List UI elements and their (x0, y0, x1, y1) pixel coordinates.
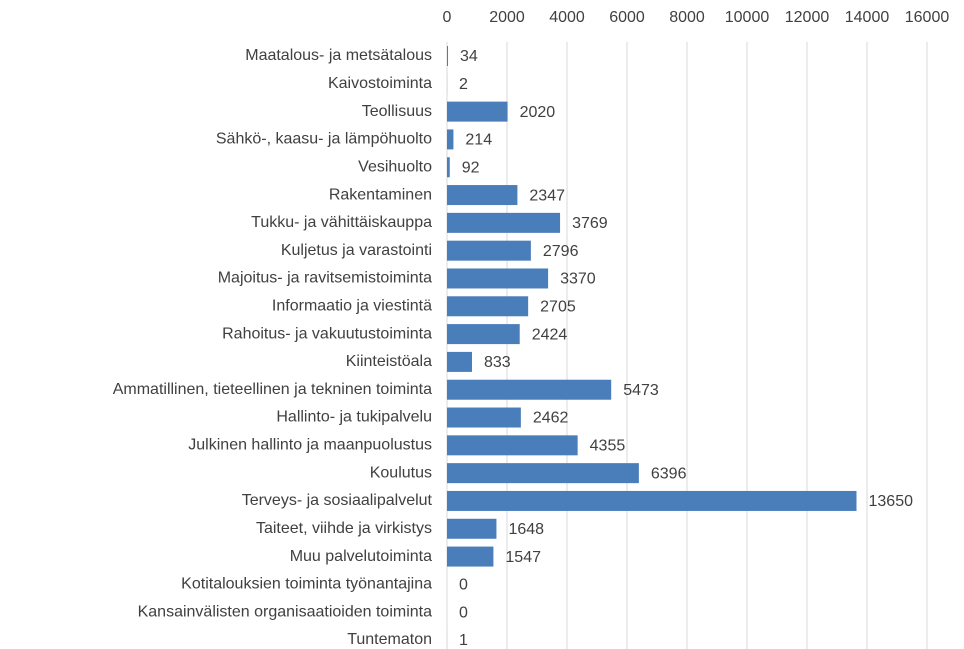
y-tick-label: Informaatio ja viestintä (272, 298, 432, 315)
data-label: 92 (462, 159, 480, 176)
data-label: 214 (465, 132, 492, 149)
data-label: 2424 (532, 326, 568, 343)
bar (447, 129, 454, 150)
bar (447, 407, 521, 428)
y-tick-label: Teollisuus (362, 103, 432, 120)
x-tick-label: 2000 (489, 9, 525, 26)
data-label: 2462 (533, 410, 569, 427)
bar (447, 185, 518, 206)
bar (447, 490, 857, 511)
data-label: 6396 (651, 465, 687, 482)
bar (447, 463, 639, 484)
data-label: 2020 (520, 104, 556, 121)
data-label: 1547 (505, 549, 541, 566)
y-tick-label: Taiteet, viihde ja virkistys (256, 520, 432, 537)
bar (447, 296, 529, 317)
x-tick-label: 0 (443, 9, 452, 26)
data-label: 0 (459, 604, 468, 621)
bar (447, 46, 449, 66)
bar (447, 351, 472, 372)
data-label: 0 (459, 577, 468, 594)
y-tick-label: Rakentaminen (329, 186, 432, 203)
bar (447, 101, 508, 122)
data-label: 1648 (508, 521, 544, 538)
bar (447, 546, 494, 567)
data-label: 2 (459, 76, 468, 93)
y-tick-label: Rahoitus- ja vakuutustoiminta (222, 325, 432, 342)
y-tick-label: Kiinteistöala (346, 353, 432, 370)
x-tick-label: 12000 (785, 9, 830, 26)
data-label: 1 (459, 632, 468, 649)
y-tick-label: Maatalous- ja metsätalous (245, 47, 432, 64)
data-label: 13650 (869, 493, 914, 510)
y-tick-label: Kotitalouksien toiminta työnantajina (181, 576, 432, 593)
data-label: 2705 (540, 299, 576, 316)
data-label: 833 (484, 354, 511, 371)
y-tick-label: Terveys- ja sosiaalipalvelut (242, 492, 433, 509)
y-tick-label: Kuljetus ja varastointi (281, 242, 432, 259)
data-label: 2796 (543, 243, 579, 260)
bar (447, 157, 450, 178)
data-label: 2347 (529, 187, 565, 204)
y-tick-label: Kaivostoiminta (328, 75, 432, 92)
bar (447, 324, 520, 345)
data-label: 4355 (590, 438, 626, 455)
y-tick-label: Julkinen hallinto ja maanpuolustus (188, 437, 432, 454)
bar (447, 518, 497, 539)
x-tick-label: 14000 (845, 9, 890, 26)
x-tick-label: 8000 (669, 9, 705, 26)
x-tick-label: 16000 (905, 9, 950, 26)
data-label: 3769 (572, 215, 608, 232)
bar (447, 435, 578, 456)
y-tick-label: Koulutus (370, 464, 432, 481)
x-tick-label: 6000 (609, 9, 645, 26)
y-tick-label: Muu palvelutoiminta (290, 548, 432, 565)
bar (447, 268, 549, 289)
y-tick-label: Tuntematon (347, 631, 432, 648)
bar (447, 240, 531, 261)
x-tick-label: 4000 (549, 9, 585, 26)
y-tick-label: Vesihuolto (358, 158, 432, 175)
bar (447, 212, 561, 233)
data-label: 34 (460, 48, 478, 65)
y-tick-label: Majoitus- ja ravitsemistoiminta (218, 270, 432, 287)
y-tick-label: Kansainvälisten organisaatioiden toimint… (138, 603, 433, 620)
x-tick-label: 10000 (725, 9, 770, 26)
bar (447, 379, 612, 400)
y-tick-label: Sähkö-, kaasu- ja lämpöhuolto (216, 131, 432, 148)
y-tick-label: Hallinto- ja tukipalvelu (276, 409, 432, 426)
y-tick-label: Ammatillinen, tieteellinen ja tekninen t… (113, 381, 432, 398)
y-tick-label: Tukku- ja vähittäiskauppa (251, 214, 432, 231)
data-label: 3370 (560, 271, 596, 288)
data-label: 5473 (623, 382, 659, 399)
